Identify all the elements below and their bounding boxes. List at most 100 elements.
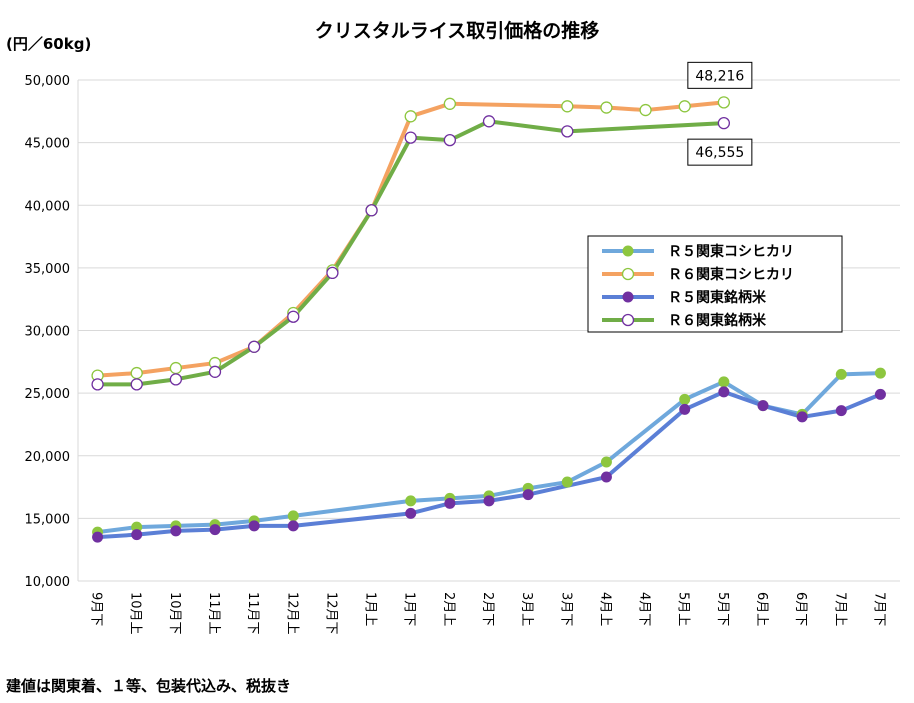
data-point: [600, 471, 612, 483]
data-point: [483, 495, 495, 507]
data-point: [287, 510, 299, 522]
data-point: [717, 96, 731, 109]
data-point: [835, 368, 847, 380]
chart-title: クリスタルライス取引価格の推移: [315, 19, 599, 42]
data-point: [600, 101, 613, 114]
data-point: [131, 529, 143, 541]
y-tick-label: 50,000: [25, 74, 71, 89]
y-axis-ticks: 10,000 15,000 20,000 25,000 30,000 35,000 40,0…: [25, 74, 71, 590]
data-point: [92, 531, 104, 543]
data-point: [835, 405, 847, 417]
x-tick-label: 5月下: [715, 592, 730, 626]
data-point: [874, 388, 886, 400]
data-point: [287, 520, 299, 532]
data-point: [404, 131, 417, 144]
data-point: [247, 340, 261, 353]
series-line: [97, 389, 882, 540]
data-point: [443, 97, 457, 110]
data-point: [287, 310, 300, 323]
x-tick-label: 6月上: [754, 592, 769, 626]
data-point: [404, 110, 417, 123]
data-point: [169, 373, 183, 386]
data-point: [679, 393, 691, 405]
y-tick-label: 35,000: [25, 262, 71, 277]
data-point: [678, 100, 691, 113]
data-point: [405, 507, 417, 519]
legend-marker: [622, 245, 634, 257]
legend-label: Ｒ５関東銘柄米: [668, 289, 767, 306]
data-point: [444, 497, 456, 509]
data-point: [482, 115, 496, 128]
x-tick-label: 10月下: [167, 592, 182, 635]
x-tick-label: 1月上: [363, 592, 378, 626]
legend-label: Ｒ５関東コシヒカリ: [668, 243, 794, 260]
data-point: [639, 103, 652, 117]
data-point: [131, 521, 143, 533]
legend-marker: [622, 291, 634, 303]
data-point: [718, 386, 730, 398]
x-tick-label: 11月上: [206, 592, 221, 635]
x-tick-label: 11月下: [245, 592, 260, 635]
data-point: [365, 204, 378, 217]
gridlines: [77, 79, 900, 582]
x-tick-label: 3月上: [519, 592, 534, 626]
x-tick-label: 9月下: [89, 592, 104, 626]
y-tick-label: 20,000: [25, 450, 71, 465]
y-tick-label: 30,000: [25, 325, 71, 340]
x-tick-label: 4月上: [597, 592, 612, 626]
data-point: [169, 361, 183, 375]
data-point: [209, 524, 221, 536]
y-tick-label: 40,000: [25, 199, 71, 214]
x-tick-label: 12月下: [323, 592, 338, 635]
data-point: [405, 495, 417, 507]
data-point: [208, 365, 222, 378]
legend-marker: [621, 313, 635, 327]
y-tick-label: 45,000: [25, 137, 71, 152]
x-tick-label: 7月下: [871, 592, 886, 626]
data-point: [130, 366, 143, 380]
x-tick-label: 3月下: [558, 592, 573, 626]
data-point: [326, 266, 339, 280]
data-point: [874, 367, 886, 379]
data-point: [248, 520, 260, 532]
data-point: [130, 378, 143, 391]
x-axis-ticks: 9月下 10月上 10月下 11月上 11月下 12月上 12月下 1月上 1月下 2月上 2月下 3…: [89, 592, 887, 635]
data-point: [796, 411, 808, 423]
y-tick-label: 25,000: [25, 387, 71, 402]
y-axis-unit: (円／60kg): [6, 35, 91, 53]
callout-box: [687, 138, 753, 166]
data-point: [718, 376, 730, 388]
data-point: [717, 116, 731, 130]
x-tick-label: 5月上: [676, 592, 691, 626]
legend-marker: [621, 267, 635, 281]
legend: Ｒ５関東コシヒカリ Ｒ６関東コシヒカリ Ｒ５関東銘柄米 Ｒ６関東銘柄米: [587, 235, 843, 333]
footnote: 建値は関東着、１等、包装代込み、税抜き: [6, 677, 291, 695]
y-tick-label: 10,000: [25, 575, 71, 590]
legend-label: Ｒ６関東銘柄米: [668, 312, 767, 329]
data-point: [91, 378, 104, 391]
x-tick-label: 12月上: [284, 592, 299, 635]
data-point: [561, 100, 574, 113]
x-tick-label: 1月下: [402, 592, 417, 626]
data-point: [757, 400, 769, 412]
x-tick-label: 10月上: [128, 592, 143, 635]
data-point: [170, 525, 182, 537]
data-point: [443, 133, 457, 147]
data-point: [561, 125, 574, 138]
series-line: [97, 371, 881, 535]
value-callouts: 48,216 46,555: [687, 61, 753, 166]
x-tick-label: 4月下: [637, 592, 652, 626]
x-tick-label: 6月下: [793, 592, 808, 626]
callout-label: 48,216: [695, 68, 744, 84]
data-point: [600, 456, 612, 468]
x-tick-label: 7月上: [832, 592, 847, 626]
y-tick-label: 15,000: [25, 512, 71, 527]
x-tick-label: 2月上: [441, 592, 456, 626]
callout-box: [687, 61, 753, 89]
data-point: [679, 403, 691, 415]
legend-label: Ｒ６関東コシヒカリ: [668, 266, 794, 283]
callout-label: 46,555: [695, 145, 744, 161]
x-tick-label: 2月下: [480, 592, 495, 626]
series-markers: [91, 96, 886, 543]
